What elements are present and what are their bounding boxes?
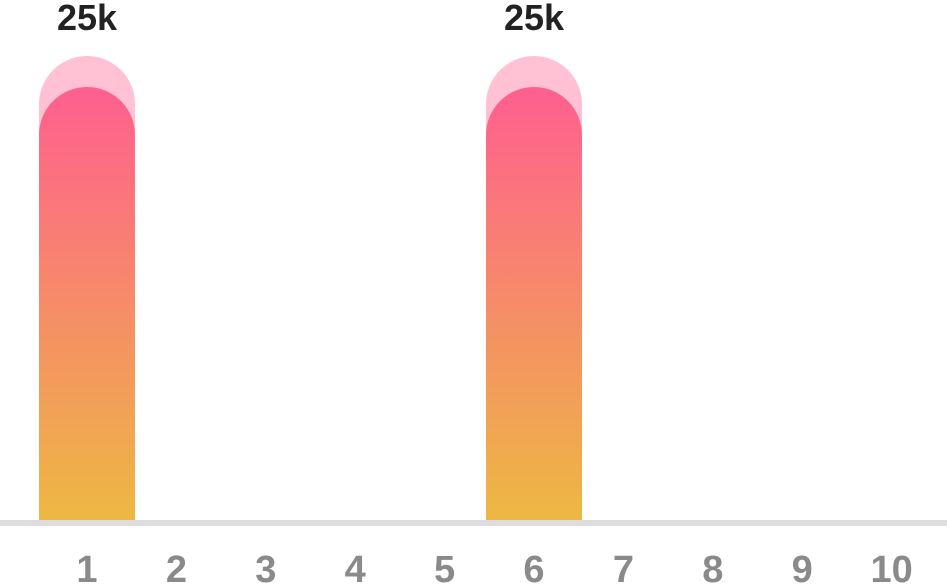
x-tick-label: 3 <box>255 549 276 585</box>
x-tick-label: 8 <box>702 549 723 585</box>
x-tick-label: 5 <box>434 549 455 585</box>
bar <box>486 87 582 520</box>
x-axis-ticks: 1 2 3 4 5 6 7 8 9 10 <box>76 549 912 585</box>
bar-value-label: 25k <box>504 0 565 38</box>
data-labels: 25k 25k <box>57 0 565 38</box>
x-tick-label: 10 <box>870 549 912 585</box>
x-tick-label: 2 <box>166 549 187 585</box>
bar-value-label: 25k <box>57 0 118 38</box>
x-tick-label: 7 <box>613 549 634 585</box>
bar <box>39 87 135 520</box>
x-tick-label: 9 <box>792 549 813 585</box>
x-tick-label: 4 <box>345 549 366 585</box>
x-tick-label: 1 <box>76 549 97 585</box>
x-tick-label: 6 <box>523 549 544 585</box>
bars-layer <box>39 56 582 520</box>
